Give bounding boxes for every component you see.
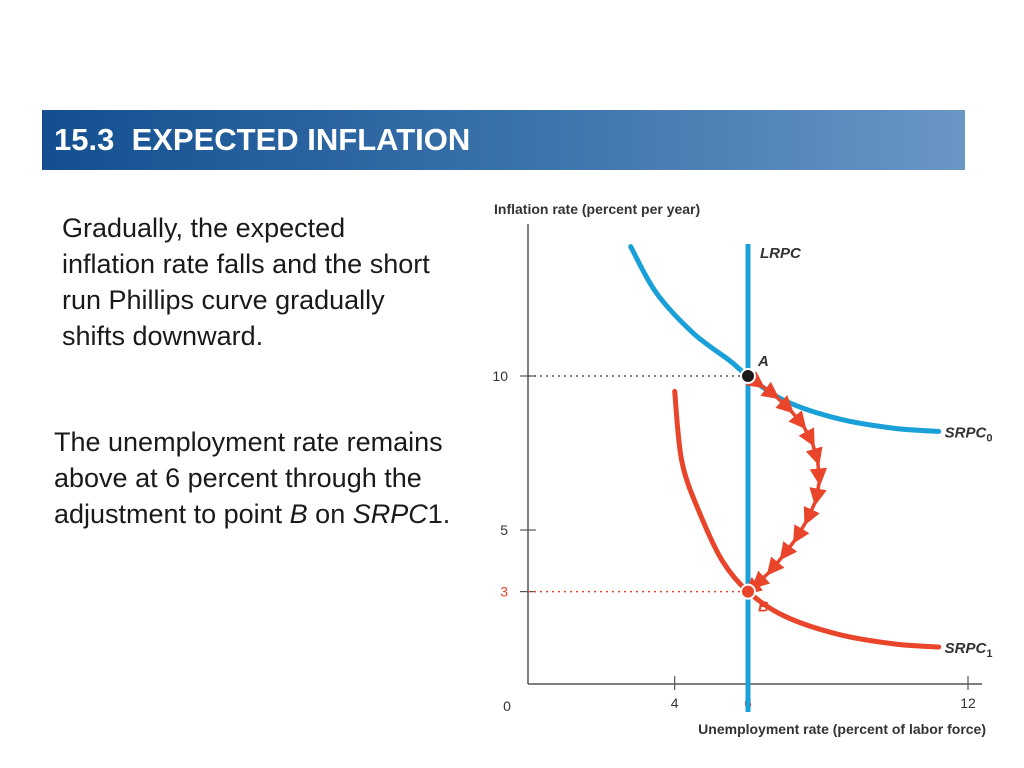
series-label-srpc1: SRPC1 (945, 640, 993, 660)
adjustment-arrow (759, 381, 780, 400)
y-tick-label: 10 (492, 368, 508, 384)
series-label-subscript: 1 (986, 648, 992, 660)
adjustment-arrow (805, 441, 823, 466)
section-title: EXPECTED INFLATION (131, 122, 471, 157)
point-a-label: A (757, 353, 769, 370)
point-b-marker (740, 583, 756, 600)
adjustment-arrow (798, 424, 815, 447)
paragraph-unemployment: The unemployment rate remains above at 6… (54, 424, 454, 532)
adjustment-arrow (792, 519, 810, 544)
para2-text-3: on (307, 499, 353, 529)
title-bar: 15.3 EXPECTED INFLATION (42, 110, 965, 170)
series-label-text: SRPC1 (945, 640, 993, 660)
y-tick-label: 5 (500, 522, 508, 538)
adjustment-arrow (751, 570, 772, 590)
adjustment-arrow (766, 555, 785, 576)
y-axis-label: Inflation rate (percent per year) (494, 201, 700, 217)
x-tick-label: 4 (671, 695, 679, 711)
chart-svg: Inflation rate (percent per year) Unemplo… (492, 201, 993, 737)
x-axis-label: Unemployment rate (percent of labor forc… (698, 721, 986, 737)
para2-point-b: B (289, 499, 308, 529)
adjustment-arrow (774, 394, 794, 414)
origin-label: 0 (503, 698, 511, 714)
para2-srpc: SRPC (352, 499, 428, 529)
para2-text-1: The unemployment rate remains above at 6… (54, 427, 443, 529)
lrpc-label: LRPC (760, 245, 802, 262)
adjustment-arrow (809, 480, 827, 506)
paragraph-expected-inflation: Gradually, the expected inflation rate f… (62, 213, 430, 351)
adjustment-arrow (788, 408, 807, 430)
series-label-text: SRPC0 (945, 424, 993, 444)
series-label-srpc0: SRPC0 (945, 424, 993, 444)
slide-title: 15.3 EXPECTED INFLATION (42, 122, 470, 158)
para2-text-5: 1. (427, 499, 451, 529)
adjustment-arrow (803, 500, 820, 526)
y-tick-label: 3 (500, 584, 508, 600)
adjustment-arrow (779, 538, 798, 561)
x-tick-label: 12 (960, 695, 976, 711)
phillips-curve-chart: Inflation rate (percent per year) Unemplo… (470, 190, 1010, 750)
section-number: 15.3 (54, 122, 115, 157)
point-b-label: B (758, 599, 769, 616)
adjustment-arrow (809, 460, 828, 486)
series-label-subscript: 0 (986, 432, 992, 444)
point-a-marker (740, 368, 756, 384)
